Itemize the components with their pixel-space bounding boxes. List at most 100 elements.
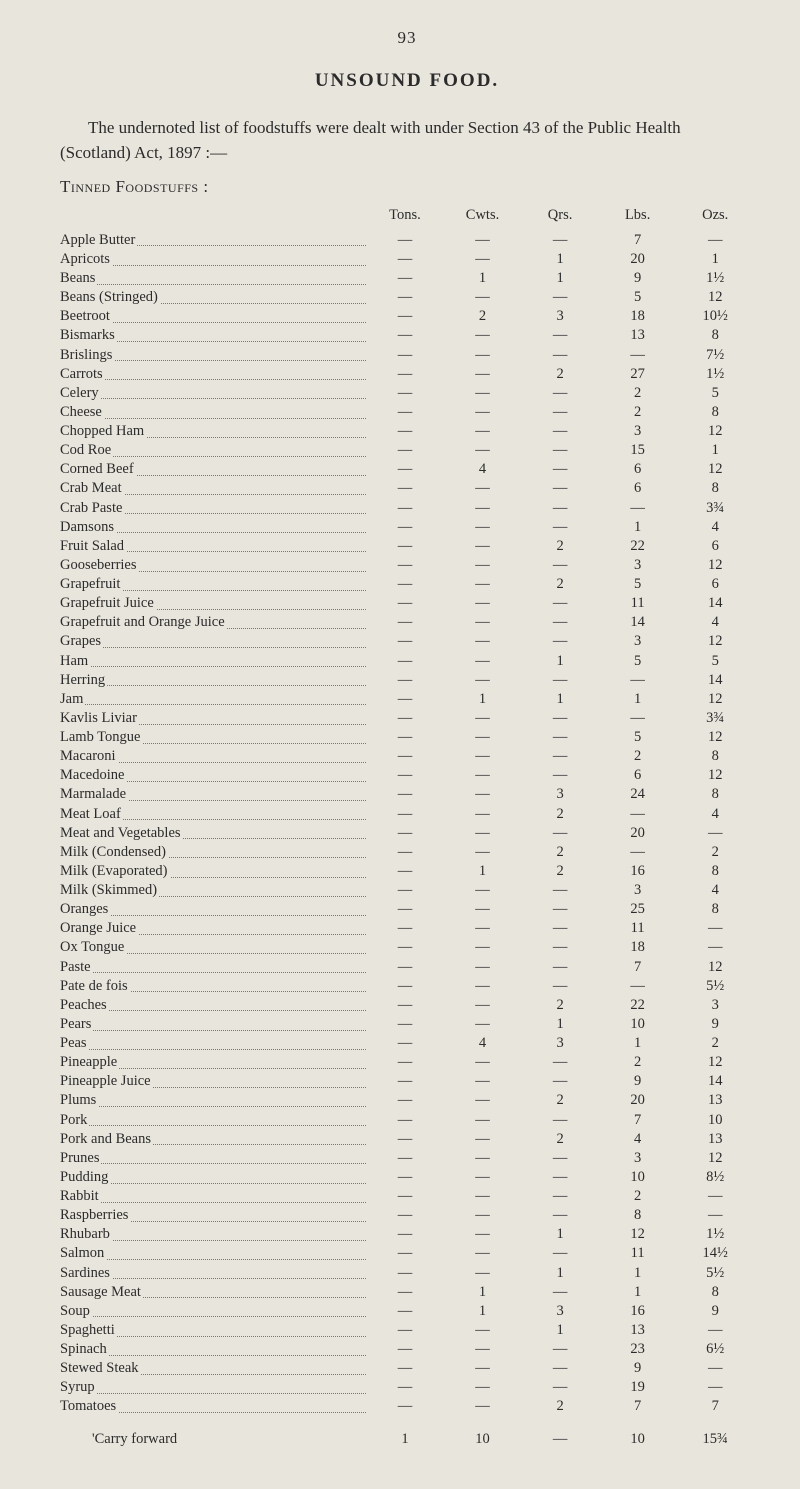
table-row: Prunes———312: [60, 1148, 754, 1167]
table-row: Beans—1191½: [60, 269, 754, 288]
table-row: Peas—4312: [60, 1034, 754, 1053]
value-cell: 9: [676, 1301, 754, 1320]
item-label: Apple Butter: [60, 232, 137, 248]
table-row: Salmon———1114½: [60, 1244, 754, 1263]
item-cell: Beans (Stringed): [60, 288, 366, 307]
value-cell: —: [366, 1014, 444, 1033]
value-cell: —: [521, 422, 599, 441]
table-row: Kavlis Liviar————3¾: [60, 708, 754, 727]
value-cell: —: [366, 1225, 444, 1244]
item-cell: Salmon: [60, 1244, 366, 1263]
item-label: Meat Loaf: [60, 806, 123, 822]
value-cell: 5½: [676, 976, 754, 995]
leader-dots: [60, 1125, 366, 1126]
item-cell: Marmalade: [60, 785, 366, 804]
value-cell: 2: [521, 861, 599, 880]
value-cell: —: [521, 498, 599, 517]
value-cell: —: [366, 1167, 444, 1186]
item-cell: Jam: [60, 689, 366, 708]
table-row: Spaghetti——113—: [60, 1320, 754, 1339]
value-cell: —: [366, 536, 444, 555]
item-cell: Prunes: [60, 1148, 366, 1167]
item-label: Grapefruit: [60, 576, 122, 592]
value-cell: —: [444, 1148, 522, 1167]
item-label: Herring: [60, 672, 107, 688]
value-cell: —: [521, 402, 599, 421]
item-cell: Pears: [60, 1014, 366, 1033]
item-cell: Paste: [60, 957, 366, 976]
item-cell: Raspberries: [60, 1206, 366, 1225]
value-cell: —: [521, 900, 599, 919]
value-cell: 8: [676, 326, 754, 345]
table-row: Celery———25: [60, 383, 754, 402]
value-cell: —: [676, 230, 754, 249]
value-cell: 4: [676, 881, 754, 900]
value-cell: 12: [676, 766, 754, 785]
value-cell: —: [366, 460, 444, 479]
value-cell: —: [366, 307, 444, 326]
value-cell: —: [366, 1340, 444, 1359]
item-label: Jam: [60, 691, 85, 707]
value-cell: —: [366, 1282, 444, 1301]
item-cell: Apple Butter: [60, 230, 366, 249]
value-cell: 4: [444, 1034, 522, 1053]
value-cell: —: [444, 1340, 522, 1359]
value-cell: —: [366, 804, 444, 823]
value-cell: 11: [599, 1244, 677, 1263]
value-cell: —: [366, 1034, 444, 1053]
value-cell: —: [444, 1397, 522, 1416]
leader-dots: [60, 1106, 366, 1107]
value-cell: 6: [599, 460, 677, 479]
table-row: Brislings————7½: [60, 345, 754, 364]
value-cell: —: [444, 613, 522, 632]
value-cell: —: [366, 288, 444, 307]
value-cell: 1: [676, 441, 754, 460]
item-cell: Meat Loaf: [60, 804, 366, 823]
table-row: Pears——1109: [60, 1014, 754, 1033]
value-cell: 5: [599, 575, 677, 594]
value-cell: 16: [599, 1301, 677, 1320]
value-cell: 1: [599, 689, 677, 708]
item-cell: Carrots: [60, 364, 366, 383]
value-cell: —: [444, 1263, 522, 1282]
value-cell: —: [599, 976, 677, 995]
value-cell: 18: [599, 307, 677, 326]
page-title: UNSOUND FOOD.: [60, 70, 754, 92]
value-cell: 5: [676, 383, 754, 402]
value-cell: 1: [599, 517, 677, 536]
table-row: Carrots——2271½: [60, 364, 754, 383]
value-cell: 1½: [676, 364, 754, 383]
item-cell: Pudding: [60, 1167, 366, 1186]
item-label: Gooseberries: [60, 557, 139, 573]
table-row: Jam—11112: [60, 689, 754, 708]
value-cell: 14: [676, 670, 754, 689]
value-cell: —: [521, 1206, 599, 1225]
value-cell: 3: [521, 307, 599, 326]
item-cell: Sardines: [60, 1263, 366, 1282]
item-cell: Chopped Ham: [60, 422, 366, 441]
table-row: Orange Juice———11—: [60, 919, 754, 938]
value-cell: —: [521, 479, 599, 498]
value-cell: 12: [599, 1225, 677, 1244]
value-cell: 12: [676, 689, 754, 708]
value-cell: —: [444, 555, 522, 574]
value-cell: 11: [599, 594, 677, 613]
table-row: Sardines——115½: [60, 1263, 754, 1282]
value-cell: 13: [599, 326, 677, 345]
item-cell: Macedoine: [60, 766, 366, 785]
value-cell: 8: [599, 1206, 677, 1225]
table-row: Meat Loaf——2—4: [60, 804, 754, 823]
item-label: Pudding: [60, 1169, 110, 1185]
value-cell: 4: [444, 460, 522, 479]
item-cell: Fruit Salad: [60, 536, 366, 555]
col-qrs: Qrs.: [521, 205, 599, 230]
value-cell: —: [366, 441, 444, 460]
item-label: Orange Juice: [60, 920, 138, 936]
leader-dots: [60, 647, 366, 648]
value-cell: —: [366, 842, 444, 861]
table-row: Grapes———312: [60, 632, 754, 651]
value-cell: —: [676, 823, 754, 842]
item-label: Milk (Condensed): [60, 844, 168, 860]
value-cell: —: [444, 326, 522, 345]
value-cell: —: [366, 957, 444, 976]
